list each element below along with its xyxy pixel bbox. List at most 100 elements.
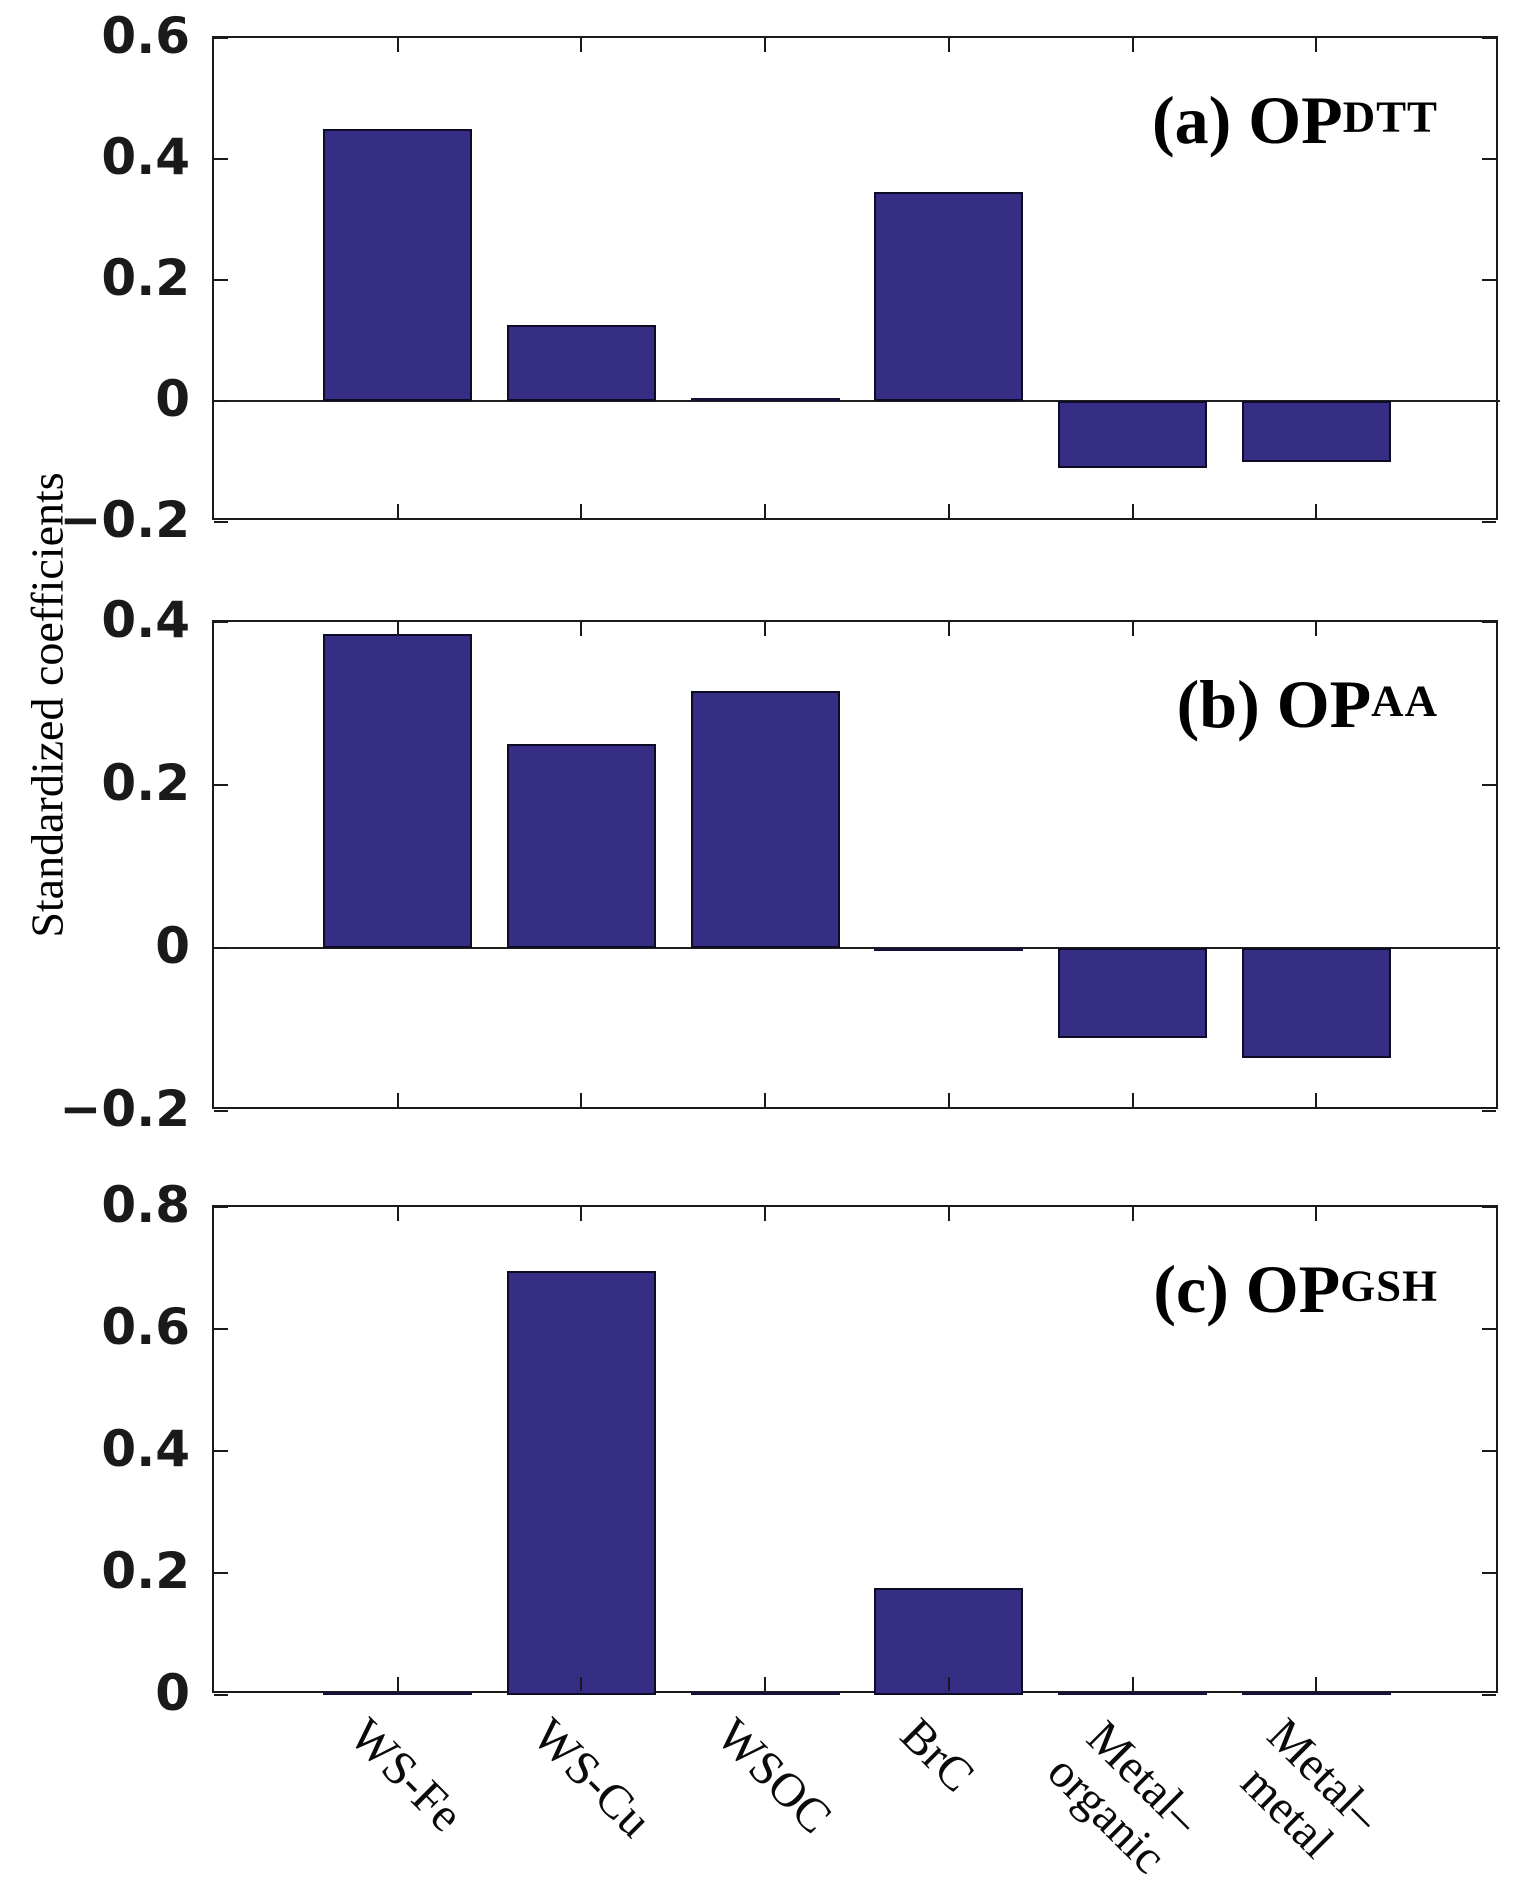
x-tick-bottom [1131,1677,1134,1691]
zero-baseline [214,947,1500,949]
x-tick-bottom [580,1093,583,1107]
x-tick-bottom [1131,1093,1134,1107]
x-tick-top [1131,622,1134,636]
bar-Metal–metal [1241,1692,1391,1695]
x-tick-top [580,1207,583,1221]
x-tick-bottom [764,1677,767,1691]
y-tick-label: 0.2 [101,1542,190,1600]
bar-WS-Fe [323,1692,473,1695]
x-tick-bottom [396,1677,399,1691]
y-tick-right [1482,400,1496,402]
bar-WS-Fe [323,128,473,401]
y-tick-right [1482,1572,1496,1574]
bar-Metal–metal [1241,401,1391,462]
x-tick-top [396,1207,399,1221]
y-tick-label: −0.2 [59,1080,190,1138]
x-tick-top [396,622,399,636]
bar-WS-Cu [506,1271,656,1695]
panel-b-title-superscript: AA [1371,675,1438,726]
x-category-label-Metal–organic: Metal– organic [1037,1709,1212,1884]
zero-baseline [214,400,1500,402]
y-tick-right [1482,1110,1496,1112]
bar-Metal–organic [1058,401,1208,468]
x-category-label-line: WS-Cu [522,1708,662,1848]
y-tick-right [1482,784,1496,786]
panel-a: (a) OPDTT [212,36,1500,523]
y-tick-left [214,621,228,623]
x-category-label-WS-Fe: WS-Fe [338,1708,473,1842]
y-tick-left [214,400,228,402]
x-category-label-Metal–metal: Metal– metal [1221,1708,1391,1879]
bar-WSOC [690,398,840,401]
y-tick-right [1482,1694,1496,1696]
x-tick-top [764,1207,767,1221]
y-tick-left [214,1694,228,1696]
x-tick-bottom [396,1093,399,1107]
y-tick-left [214,1110,228,1112]
bar-Metal–organic [1058,1692,1208,1695]
panel-b-title-text: (b) OP [1176,666,1372,742]
panel-c-title-text: (c) OP [1153,1251,1341,1327]
panel-a-title-text: (a) OP [1152,82,1343,158]
x-tick-bottom [1315,504,1318,518]
x-tick-top [764,38,767,52]
bar-WS-Fe [323,634,473,948]
x-category-label-line: BrC [890,1708,985,1803]
y-tick-label: 0 [155,1664,190,1722]
y-tick-right [1482,1450,1496,1452]
x-tick-bottom [1315,1677,1318,1691]
x-tick-top [1315,38,1318,52]
x-tick-bottom [580,1677,583,1691]
y-tick-left [214,1450,228,1452]
bar-BrC [874,192,1024,401]
y-tick-left [214,158,228,160]
y-tick-label: 0 [155,370,190,428]
bar-Metal–metal [1241,948,1391,1059]
y-tick-left [214,1328,228,1330]
x-category-label-WS-Cu: WS-Cu [522,1708,662,1848]
x-tick-top [1315,622,1318,636]
y-tick-right [1482,1328,1496,1330]
y-tick-right [1482,521,1496,523]
y-tick-right [1482,158,1496,160]
x-tick-bottom [764,1093,767,1107]
x-category-label-WSOC: WSOC [706,1708,842,1844]
y-tick-label: 0 [155,917,190,975]
y-tick-left [214,521,228,523]
x-tick-top [947,38,950,52]
y-tick-right [1482,279,1496,281]
panel-a-title-superscript: DTT [1342,91,1438,142]
x-tick-top [1315,1207,1318,1221]
x-tick-top [580,38,583,52]
bar-WSOC [690,691,840,948]
y-tick-left [214,1206,228,1208]
y-tick-label: 0.2 [101,754,190,812]
x-tick-bottom [947,1677,950,1691]
panel-c-title: (c) OPGSH [1153,1255,1438,1323]
bar-Metal–organic [1058,948,1208,1038]
x-tick-top [1131,1207,1134,1221]
y-tick-label: 0.2 [101,249,190,307]
y-tick-left [214,37,228,39]
panel-b-title: (b) OPAA [1177,670,1438,738]
y-tick-left [214,784,228,786]
x-tick-top [764,622,767,636]
x-tick-top [947,622,950,636]
x-tick-bottom [396,504,399,518]
x-category-label-line: WS-Fe [338,1708,473,1842]
x-tick-bottom [764,504,767,518]
x-tick-bottom [947,1093,950,1107]
bar-WS-Cu [506,325,656,401]
panel-b: (b) OPAA [212,620,1500,1112]
y-tick-label: −0.2 [59,491,190,549]
y-tick-left [214,279,228,281]
y-tick-label: 0.4 [101,1420,190,1478]
y-tick-left [214,947,228,949]
y-tick-right [1482,1206,1496,1208]
panel-c-title-superscript: GSH [1340,1260,1438,1311]
x-tick-top [947,1207,950,1221]
x-category-label-BrC: BrC [890,1708,985,1803]
y-tick-label: 0.6 [101,7,190,65]
y-tick-label: 0.8 [101,1176,190,1234]
